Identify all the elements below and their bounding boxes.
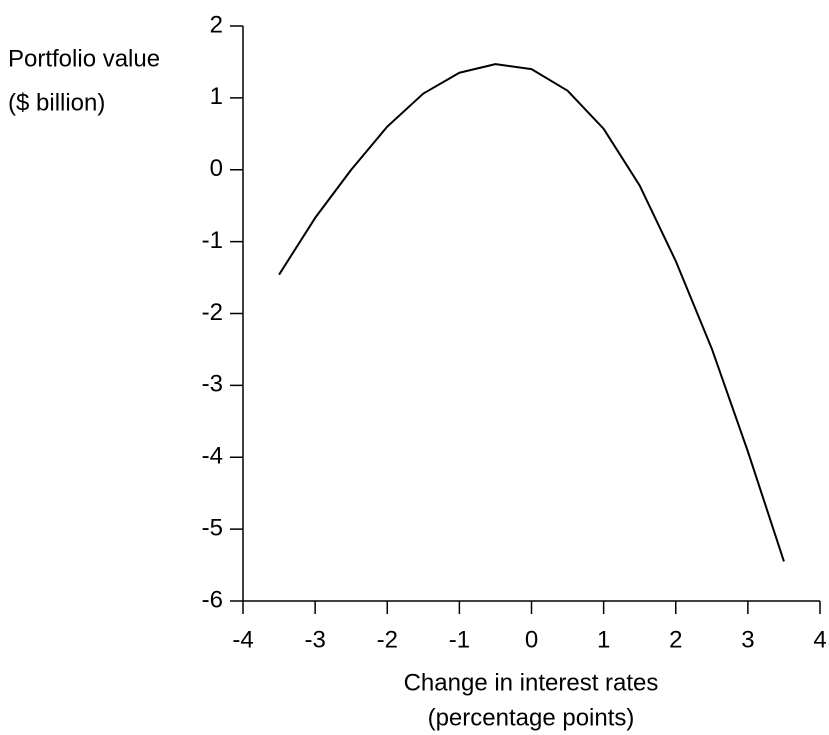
- x-tick-label: 3: [741, 626, 754, 653]
- x-tick-label: 0: [525, 626, 538, 653]
- x-tick-label: -3: [304, 626, 325, 653]
- x-tick-label: -1: [449, 626, 470, 653]
- y-tick-label: 2: [210, 11, 223, 38]
- y-tick-label: -2: [202, 299, 223, 326]
- y-tick-label: -3: [202, 371, 223, 398]
- x-axis-label: Change in interest rates: [404, 669, 659, 696]
- x-tick-label: -4: [232, 626, 253, 653]
- x-axis-label: (percentage points): [428, 704, 635, 731]
- y-axis-label: ($ billion): [8, 89, 105, 116]
- y-tick-label: -1: [202, 227, 223, 254]
- x-tick-label: 1: [597, 626, 610, 653]
- x-tick-label: -2: [377, 626, 398, 653]
- y-tick-label: 1: [210, 83, 223, 110]
- y-tick-label: 0: [210, 155, 223, 182]
- line: [278, 63, 785, 562]
- x-tick-label: 2: [669, 626, 682, 653]
- y-tick-label: -4: [202, 443, 223, 470]
- y-axis-label: Portfolio value: [8, 45, 160, 72]
- y-tick-label: -5: [202, 514, 223, 541]
- y-tick-label: -6: [202, 586, 223, 613]
- x-tick-label: 4: [813, 626, 826, 653]
